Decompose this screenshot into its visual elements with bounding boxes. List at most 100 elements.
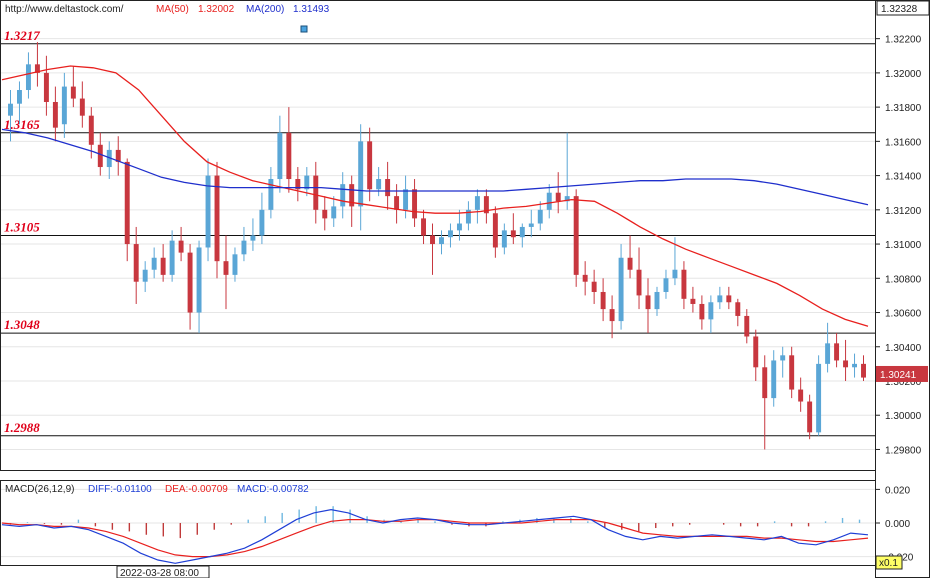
candle-body-down <box>762 367 768 399</box>
candle-body-down <box>744 315 750 337</box>
candle-body-up <box>474 196 480 210</box>
candle-body-down <box>214 175 220 262</box>
candle-body-down <box>88 115 94 145</box>
top-price-box <box>876 0 930 16</box>
diff-line <box>1 508 869 564</box>
level-label: 1.2988 <box>4 420 40 435</box>
macd-tick-label: 0.020 <box>885 485 910 496</box>
candle-body-down <box>412 189 418 219</box>
candle-body-up <box>403 189 409 210</box>
price-tick-label: 1.31200 <box>885 206 922 217</box>
candle-body-down <box>753 336 759 368</box>
date-label: 2022-03-28 08:00 <box>120 568 199 578</box>
candle-body-up <box>169 240 175 275</box>
candle-body-up <box>196 247 202 313</box>
candle-body-up <box>537 209 543 224</box>
candle-body-up <box>528 223 534 227</box>
candle-body-up <box>304 175 310 190</box>
candle-body-down <box>367 141 373 190</box>
candle-body-down <box>798 389 804 402</box>
candle-body-up <box>8 103 13 116</box>
top-price-value: 1.32328 <box>881 4 918 15</box>
candle-body-down <box>43 72 49 102</box>
candle-body-down <box>349 184 355 207</box>
candle-body-down <box>807 401 813 433</box>
ma200-label: MA(200) <box>246 4 284 15</box>
level-label: 1.3048 <box>4 317 40 332</box>
price-tick-label: 1.30800 <box>885 274 922 285</box>
candle-body-up <box>205 175 211 248</box>
candle-body-up <box>717 295 723 303</box>
candle-body-down <box>843 360 849 368</box>
price-tick-label: 1.31400 <box>885 172 922 183</box>
candle-body-down <box>510 230 516 238</box>
price-tick-label: 1.30600 <box>885 309 922 320</box>
macd-lines <box>1 508 869 564</box>
macd-hist-value: MACD:-0.00782 <box>237 484 309 495</box>
candle-body-up <box>519 226 525 238</box>
level-drag-handle[interactable] <box>300 25 308 33</box>
candle-body-down <box>582 274 588 282</box>
candle-body-up <box>501 230 507 248</box>
candle-body-down <box>79 98 85 116</box>
source-url[interactable]: http://www.deltastock.com/ <box>5 4 124 15</box>
support-resistance-levels: 1.3217 1.3165 1.3105 1.3048 1.2988 <box>1 28 875 437</box>
candle-body-down <box>286 132 292 180</box>
candle-body-up <box>654 291 660 310</box>
candle-body-up <box>447 230 453 238</box>
price-tick-label: 1.32200 <box>885 35 922 46</box>
candle-body-up <box>232 254 238 275</box>
candle-body-up <box>780 355 786 361</box>
candle-body-up <box>708 302 714 320</box>
candle-body-down <box>789 355 795 390</box>
price-tick-label: 1.31800 <box>885 103 922 114</box>
candle-body-down <box>115 149 121 162</box>
scale-box[interactable] <box>875 555 903 570</box>
candle-body-up <box>142 269 148 282</box>
candle-body-up <box>331 206 337 219</box>
candle-body-up <box>268 179 274 210</box>
candle-body-down <box>555 192 561 202</box>
candle-body-up <box>465 209 471 224</box>
candle-body-up <box>151 257 157 270</box>
candle-body-down <box>133 244 139 282</box>
candle-body-up <box>250 235 256 241</box>
candle-body-down <box>385 179 391 197</box>
price-tick-label: 1.30000 <box>885 411 922 422</box>
candlesticks <box>8 42 866 450</box>
candle-body-down <box>483 196 489 214</box>
candle-body-up <box>564 196 570 202</box>
candle-body-down <box>609 309 615 322</box>
candle-body-down <box>34 64 40 73</box>
last-price-value: 1.30241 <box>880 370 917 381</box>
candle-body-down <box>124 161 130 245</box>
candle-body-up <box>439 237 444 245</box>
ma50-line <box>1 65 869 327</box>
last-price-box <box>876 365 928 382</box>
candle-body-down <box>430 235 435 245</box>
candle-body-up <box>376 179 382 190</box>
price-axis: 1.32200 1.32000 1.31800 1.31600 1.31400 1.312… <box>875 35 922 456</box>
candle-body-up <box>358 141 364 207</box>
candle-body-up <box>771 360 777 399</box>
scale-box-label: x0.1 <box>879 558 898 569</box>
price-tick-label: 1.30200 <box>885 377 922 388</box>
macd-tick-label: 0.000 <box>885 519 910 530</box>
candle-body-down <box>591 281 597 292</box>
candle-body-down <box>636 269 642 296</box>
level-label: 1.3165 <box>4 117 40 132</box>
level-label: 1.3217 <box>4 28 40 43</box>
candle-body-up <box>816 363 822 433</box>
candle-body-up <box>277 132 283 180</box>
candle-body-down <box>834 343 840 361</box>
macd-label: MACD(26,12,9) <box>5 484 74 495</box>
candle-body-up <box>16 90 22 104</box>
candle-body-down <box>322 209 328 219</box>
candle-body-down <box>70 86 76 99</box>
ma200-value: 1.31493 <box>293 4 330 15</box>
candle-body-down <box>52 101 58 128</box>
candle-body-up <box>456 223 462 231</box>
candle-body-down <box>681 269 687 299</box>
